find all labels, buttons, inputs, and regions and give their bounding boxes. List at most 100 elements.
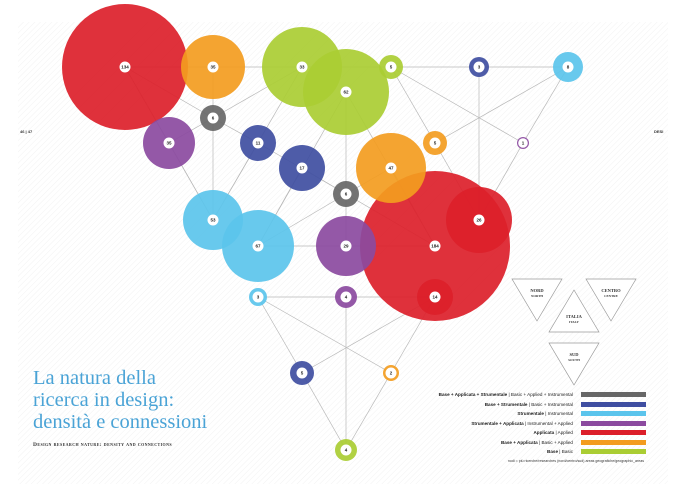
svg-text:3: 3 bbox=[257, 295, 260, 300]
edge bbox=[301, 372, 347, 451]
svg-text:6: 6 bbox=[345, 192, 348, 197]
node-label: 134 bbox=[119, 61, 131, 73]
title-line-1: La natura della bbox=[33, 367, 156, 389]
node-label: 3 bbox=[252, 291, 264, 303]
page-subtitle: Design research nature: density and conn… bbox=[33, 442, 172, 448]
legend-item: Strumentale | Instrumental bbox=[420, 409, 646, 419]
legend-item: Base + Applicata | Basic + Applied bbox=[420, 438, 646, 448]
node-label: 14 bbox=[429, 291, 441, 303]
svg-text:11: 11 bbox=[256, 141, 261, 146]
edge bbox=[390, 66, 436, 144]
node-label: 3 bbox=[473, 61, 485, 73]
svg-text:4: 4 bbox=[345, 295, 348, 300]
title-line-2: ricerca in design: bbox=[33, 389, 175, 411]
node-label: 4 bbox=[340, 291, 352, 303]
svg-text:5: 5 bbox=[301, 371, 304, 376]
svg-text:1: 1 bbox=[522, 141, 525, 146]
svg-text:17: 17 bbox=[299, 166, 305, 171]
svg-text:26: 26 bbox=[476, 218, 482, 223]
page-title: La natura della ricerca in design: densi… bbox=[33, 367, 253, 433]
legend: Base + Applicata + Strumentale | Basic +… bbox=[420, 390, 646, 463]
svg-text:35: 35 bbox=[166, 141, 172, 146]
title-line-3: densità e connessioni bbox=[33, 411, 208, 433]
legend-swatch bbox=[581, 401, 646, 407]
legend-label: Applicata | Applied bbox=[533, 430, 573, 436]
legend-swatch bbox=[581, 430, 646, 436]
svg-text:67: 67 bbox=[255, 244, 261, 249]
svg-text:62: 62 bbox=[343, 90, 349, 95]
svg-text:47: 47 bbox=[388, 166, 394, 171]
svg-text:5: 5 bbox=[390, 65, 393, 70]
edge bbox=[345, 372, 392, 451]
svg-text:3: 3 bbox=[478, 65, 481, 70]
node-label: 184 bbox=[429, 240, 441, 252]
node-label: 35 bbox=[207, 61, 219, 73]
node-label: 53 bbox=[207, 214, 219, 226]
svg-text:ITALY: ITALY bbox=[569, 320, 580, 324]
svg-text:SOUTH: SOUTH bbox=[568, 358, 580, 362]
legend-label: Base | Basic bbox=[547, 449, 573, 455]
svg-text:ITALIA: ITALIA bbox=[566, 314, 582, 319]
node-label: 5 bbox=[429, 137, 441, 149]
svg-text:NORD: NORD bbox=[530, 288, 544, 293]
node-label: 5 bbox=[385, 61, 397, 73]
node-label: 67 bbox=[252, 240, 264, 252]
legend-label: Strumentale + Applicata | Instrumental +… bbox=[471, 420, 573, 426]
legend-swatch bbox=[581, 439, 646, 445]
legend-swatch bbox=[581, 411, 646, 417]
svg-text:35: 35 bbox=[210, 65, 216, 70]
edge bbox=[434, 66, 569, 144]
legend-note: nodi = più ricerche/researches (nord/cen… bbox=[507, 458, 644, 463]
node-label: 35 bbox=[163, 137, 175, 149]
node-label: 17 bbox=[296, 162, 308, 174]
legend-swatch bbox=[581, 392, 646, 398]
node-label: 6 bbox=[340, 188, 352, 200]
legend-item: Applicata | Applied bbox=[420, 428, 646, 438]
svg-text:29: 29 bbox=[343, 244, 349, 249]
svg-text:2: 2 bbox=[390, 371, 393, 376]
node-label: 2 bbox=[385, 367, 397, 379]
svg-text:4: 4 bbox=[345, 448, 348, 453]
node-label: 62 bbox=[340, 86, 352, 98]
node-label: 29 bbox=[340, 240, 352, 252]
node-label: 6 bbox=[207, 112, 219, 124]
legend-label: Base + Applicata + Strumentale | Basic +… bbox=[438, 392, 573, 398]
svg-text:6: 6 bbox=[212, 116, 215, 121]
legend-label: Base + Applicata | Basic + Applied bbox=[500, 439, 573, 445]
page-number: 46 | 47 bbox=[20, 129, 33, 134]
node-label: 5 bbox=[296, 367, 308, 379]
svg-text:14: 14 bbox=[432, 295, 438, 300]
svg-text:33: 33 bbox=[299, 65, 305, 70]
svg-text:SUD: SUD bbox=[569, 352, 579, 357]
legend-item: Base + Strumentale | Basic + Instrumenta… bbox=[420, 400, 646, 410]
node-label: 47 bbox=[385, 162, 397, 174]
node-label: 1 bbox=[518, 138, 528, 148]
node-label: 33 bbox=[296, 61, 308, 73]
svg-text:5: 5 bbox=[434, 141, 437, 146]
node-label: 8 bbox=[562, 61, 574, 73]
node-label: 4 bbox=[340, 444, 352, 456]
svg-text:CENTRE: CENTRE bbox=[604, 294, 619, 298]
legend-label: Base + Strumentale | Basic + Instrumenta… bbox=[484, 401, 573, 407]
legend-swatch bbox=[581, 449, 646, 455]
svg-text:134: 134 bbox=[121, 65, 129, 70]
svg-text:53: 53 bbox=[210, 218, 216, 223]
legend-swatch bbox=[581, 420, 646, 426]
legend-label: Strumentale | Instrumental bbox=[517, 411, 573, 417]
running-header: DESI bbox=[654, 129, 664, 134]
svg-text:NORTH: NORTH bbox=[531, 294, 543, 298]
edge bbox=[390, 66, 524, 144]
legend-item: Base | Basic bbox=[420, 447, 646, 457]
svg-text:CENTRO: CENTRO bbox=[601, 288, 621, 293]
node-label: 11 bbox=[252, 137, 264, 149]
legend-item: Base + Applicata + Strumentale | Basic +… bbox=[420, 390, 646, 400]
legend-item: Strumentale + Applicata | Instrumental +… bbox=[420, 419, 646, 429]
edge bbox=[257, 296, 392, 374]
edge bbox=[257, 296, 303, 374]
